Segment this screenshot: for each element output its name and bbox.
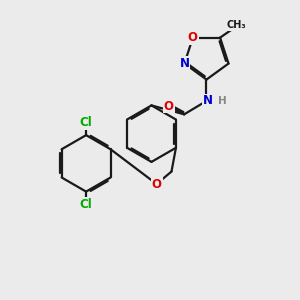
Text: N: N	[179, 57, 189, 70]
Text: CH₃: CH₃	[226, 20, 246, 30]
Text: O: O	[188, 31, 198, 44]
Text: O: O	[152, 178, 162, 190]
Text: Cl: Cl	[80, 116, 92, 129]
Text: O: O	[164, 100, 174, 112]
Text: N: N	[203, 94, 213, 107]
Text: Cl: Cl	[80, 198, 92, 211]
Text: H: H	[218, 96, 226, 106]
